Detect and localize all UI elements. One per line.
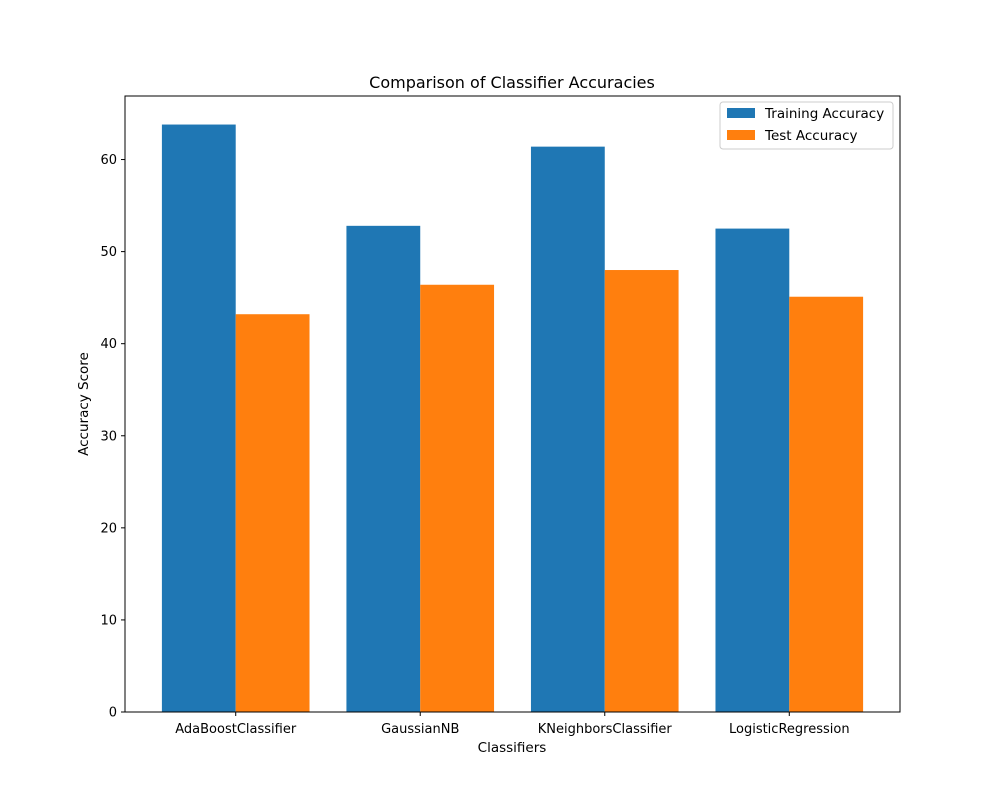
y-tick-label: 0 — [109, 706, 117, 721]
x-tick-label: KNeighborsClassifier — [538, 722, 673, 737]
y-tick-label: 60 — [100, 153, 117, 168]
y-axis-ticks: 0 10 20 30 40 50 60 — [100, 153, 125, 721]
bars-group — [161, 124, 864, 713]
bar-training-logisticregression — [715, 228, 790, 712]
legend-swatch-training — [727, 108, 755, 118]
legend-box — [719, 101, 894, 150]
x-tick-label: GaussianNB — [381, 722, 459, 737]
bar-test-adaboostclassifier — [235, 314, 310, 712]
x-tick-label: LogisticRegression — [729, 722, 850, 737]
legend-label-test: Test Accuracy — [764, 128, 858, 144]
plot-frame — [124, 95, 901, 713]
x-axis-label: Classifiers — [478, 740, 547, 756]
y-tick-label: 10 — [100, 613, 117, 628]
bar-test-logisticregression — [789, 296, 864, 712]
legend-swatch-test — [727, 130, 755, 140]
bar-test-gaussiannb — [420, 284, 495, 712]
legend: Training Accuracy Test Accuracy — [719, 101, 894, 150]
bar-training-gaussiannb — [346, 225, 421, 712]
y-tick-label: 30 — [100, 429, 117, 444]
bar-training-adaboostclassifier — [161, 124, 236, 713]
chart-title: Comparison of Classifier Accuracies — [369, 73, 655, 92]
bar-training-kneighborsclassifier — [530, 146, 605, 712]
y-tick-label: 50 — [100, 245, 117, 260]
bar-test-kneighborsclassifier — [604, 270, 679, 712]
y-tick-label: 20 — [100, 521, 117, 536]
legend-label-training: Training Accuracy — [764, 106, 884, 122]
y-axis-label: Accuracy Score — [76, 352, 92, 456]
y-tick-label: 40 — [100, 337, 117, 352]
x-axis-ticks: AdaBoostClassifier GaussianNB KNeighborsCl… — [175, 712, 850, 737]
x-tick-label: AdaBoostClassifier — [175, 722, 297, 737]
